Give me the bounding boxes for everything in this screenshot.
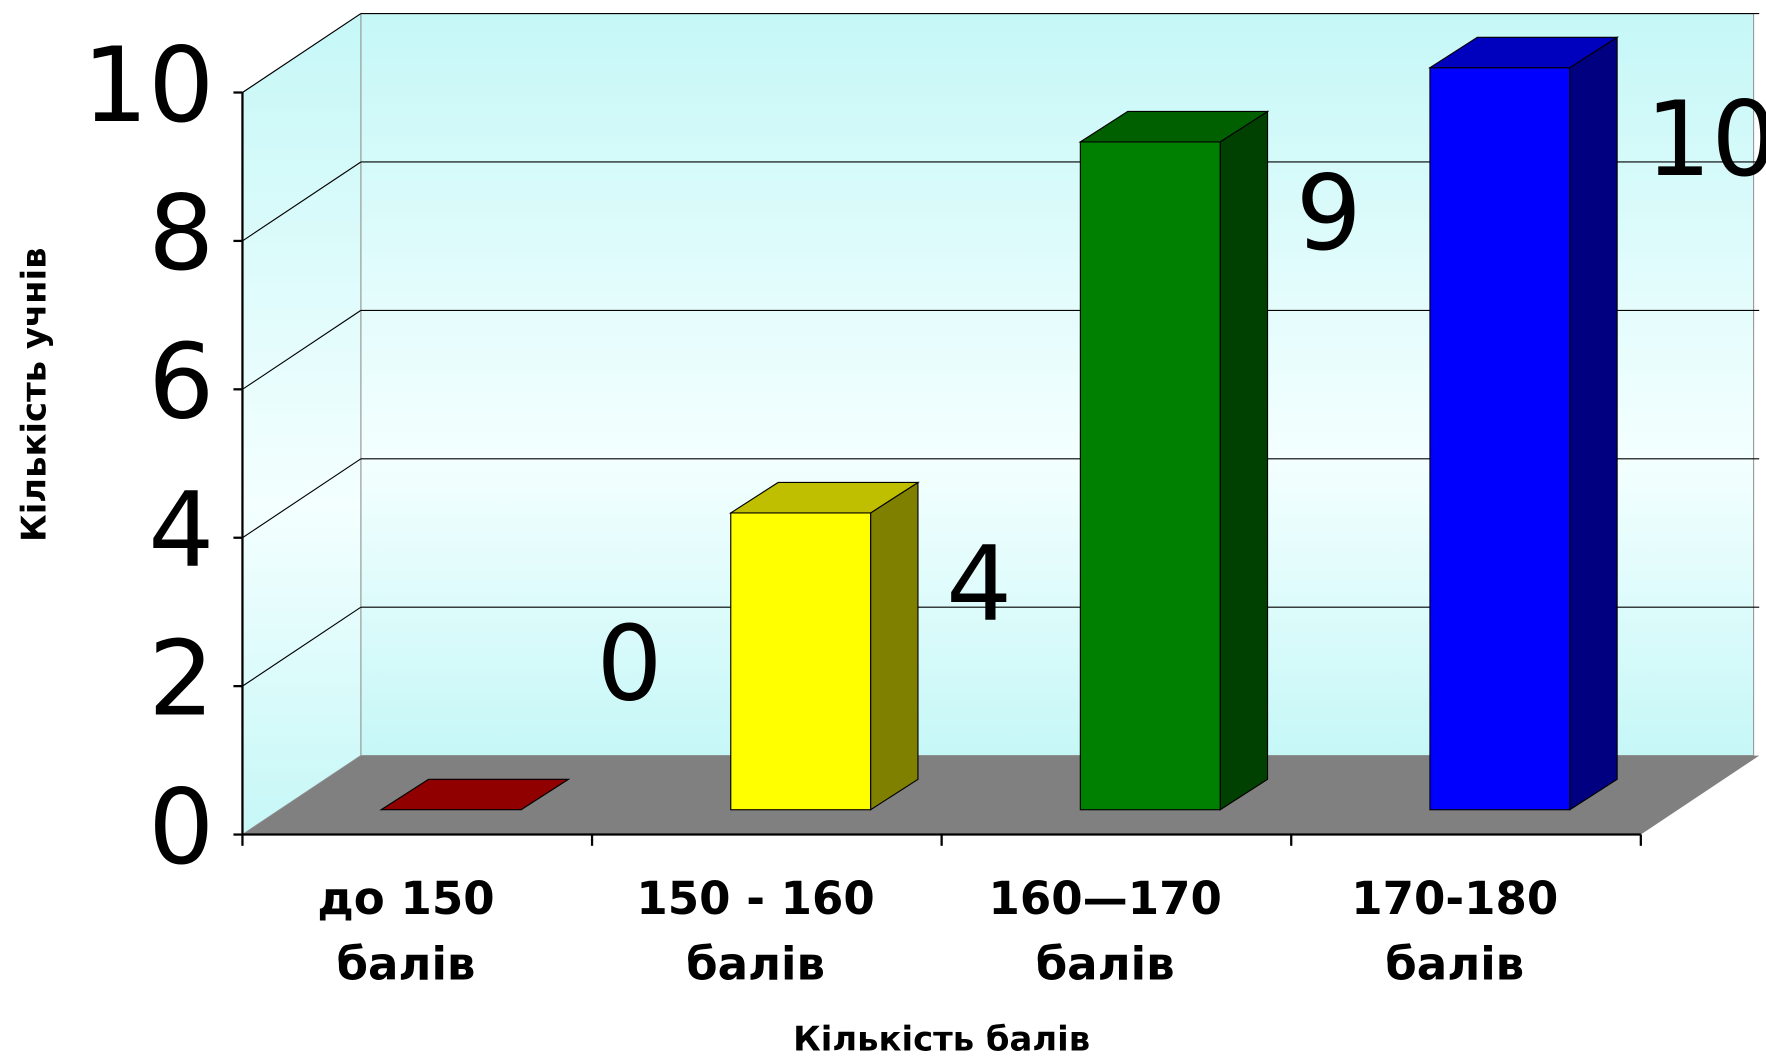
grid-line [242, 458, 362, 539]
x-tick-label: балів [1385, 938, 1524, 991]
x-tick-label: до 150 [317, 872, 494, 925]
bar-side [1219, 110, 1269, 811]
grid-line [242, 13, 362, 93]
bar-side [1569, 36, 1618, 811]
x-tick-label: 160—170 [988, 872, 1221, 925]
y-tick-label: 0 [148, 768, 214, 888]
grid-line [242, 606, 362, 687]
grid-line [242, 309, 362, 390]
data-label: 10 [1645, 80, 1766, 200]
x-axis-title: Кількість балів [793, 1019, 1090, 1058]
bar-top [379, 778, 571, 811]
y-tick-label: 4 [148, 471, 214, 591]
bar [730, 512, 872, 811]
y-axis-title: Кількість учнів [15, 248, 54, 542]
bar-top [1428, 36, 1620, 69]
y-tick-label: 8 [148, 174, 214, 294]
bar-top [728, 481, 920, 514]
bar-side [870, 481, 919, 811]
y-tick-label: 10 [82, 26, 214, 146]
bar-top [1078, 110, 1270, 143]
data-label: 0 [597, 604, 663, 724]
grid-line [242, 161, 362, 242]
y-tick-label: 6 [148, 323, 214, 443]
x-tick-label: балів [1036, 938, 1175, 991]
x-tick-label: 170-180 [1351, 872, 1558, 925]
floor [242, 755, 1760, 835]
side-wall [241, 12, 362, 836]
data-label: 4 [946, 525, 1012, 645]
y-tick-label: 2 [148, 619, 214, 739]
bar [1079, 141, 1221, 811]
x-tick-label: балів [337, 938, 476, 991]
bar [1429, 67, 1571, 811]
x-tick-label: 150 - 160 [636, 872, 874, 925]
x-tick-label: балів [686, 938, 825, 991]
data-label: 9 [1296, 154, 1362, 274]
